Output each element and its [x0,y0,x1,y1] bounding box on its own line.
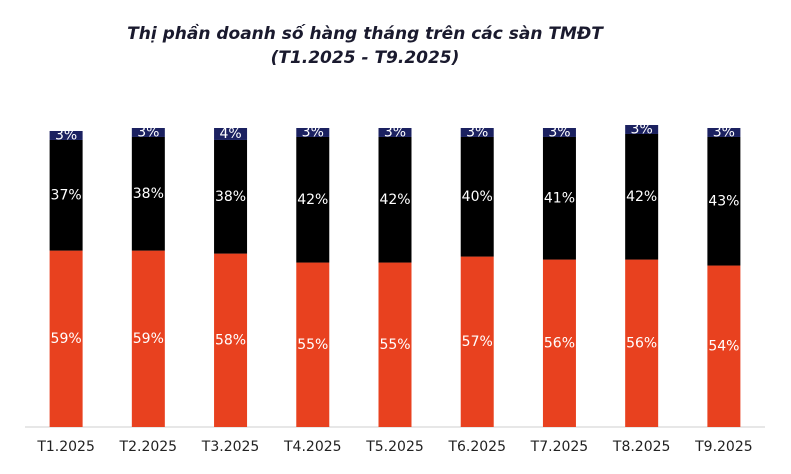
bar-segment [49,139,83,251]
value-label: 38% [133,186,164,202]
bar-segment [378,128,412,137]
value-label: 59% [133,331,164,347]
x-tick-label: T4.2025 [283,439,342,455]
x-tick-label: T1.2025 [36,439,95,455]
value-label: 42% [626,189,657,205]
x-tick-label: T8.2025 [612,439,671,455]
bar-segment [625,259,659,427]
bar-segment [131,128,165,137]
bar-segment [296,128,330,137]
bar-segment [378,262,412,427]
value-label: 3% [631,121,653,137]
chart-title: Thị phần doanh số hàng tháng trên các sà… [127,23,604,44]
value-label: 3% [384,124,406,140]
value-label: 57% [462,334,493,350]
chart-subtitle: (T1.2025 - T9.2025) [271,48,460,68]
bar-segment [707,265,741,427]
x-tick-label: T2.2025 [119,439,178,455]
value-label: 42% [379,192,410,208]
value-label: 3% [713,124,735,140]
bar-segment [378,136,412,263]
value-label: 54% [708,338,739,354]
value-label: 55% [379,337,410,353]
value-label: 42% [297,192,328,208]
bar-segment [214,253,248,427]
x-tick-label: T5.2025 [365,439,424,455]
value-label: 3% [137,124,159,140]
bar-segment [131,136,165,251]
bar-segment [625,133,659,260]
value-label: 3% [55,127,77,143]
bar-segment [296,262,330,427]
bar-segment [542,128,576,137]
bar-segment [542,259,576,427]
value-label: 37% [51,187,82,203]
x-tick-label: T3.2025 [201,439,260,455]
bar-segment [542,136,576,260]
value-label: 3% [466,124,488,140]
value-label: 41% [544,190,575,206]
bar-segment [460,136,494,257]
bar-segment [131,250,165,427]
bar-segment [625,125,659,134]
value-label: 4% [219,126,241,142]
value-label: 40% [462,189,493,205]
bar-segment [214,139,248,254]
value-label: 56% [544,335,575,351]
value-label: 3% [548,124,570,140]
bar-segment [296,136,330,263]
value-label: 58% [215,332,246,348]
bar-segment [460,256,494,427]
bar-segment [707,128,741,137]
bar-segment [214,128,248,140]
value-label: 56% [626,335,657,351]
value-label: 43% [708,193,739,209]
bar-segment [460,128,494,137]
x-tick-label: T9.2025 [694,439,753,455]
value-label: 55% [297,337,328,353]
x-tick-label: T6.2025 [447,439,506,455]
bar-segment [707,136,741,266]
value-label: 59% [51,331,82,347]
value-label: 38% [215,189,246,205]
bar-segment [49,250,83,427]
value-label: 3% [302,124,324,140]
x-tick-label: T7.2025 [530,439,589,455]
bar-segment [49,130,83,140]
